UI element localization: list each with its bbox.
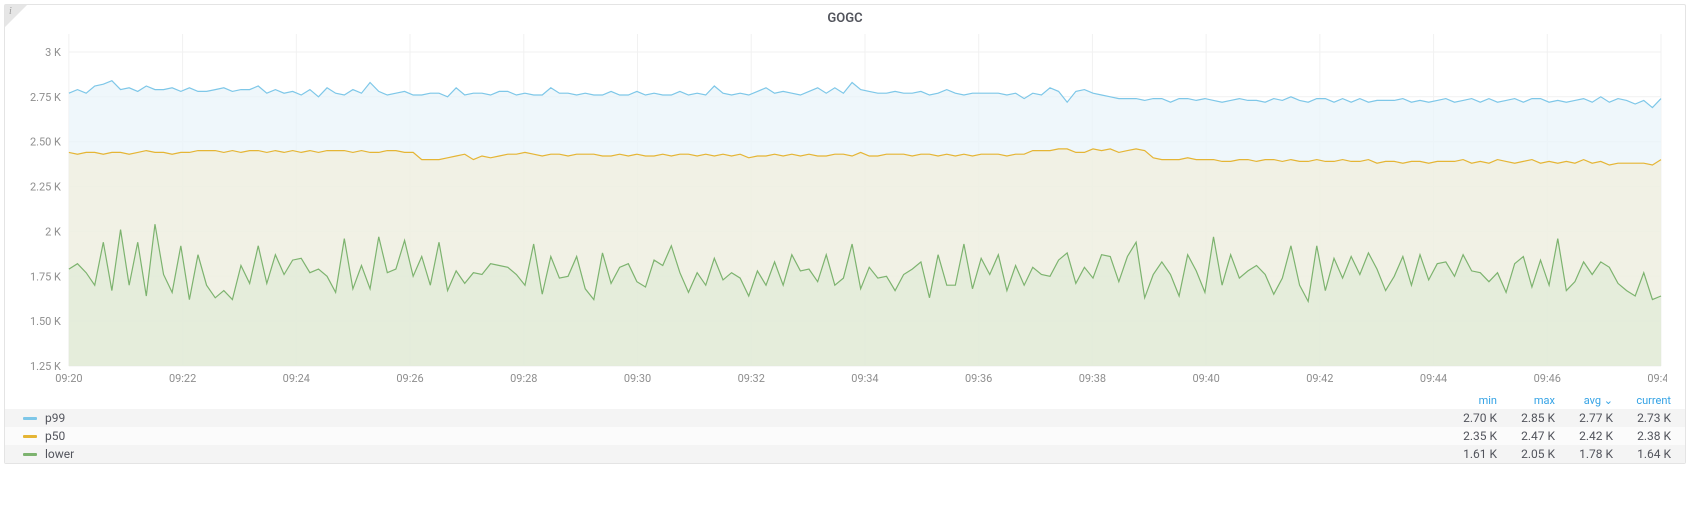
svg-text:2.25 K: 2.25 K: [30, 181, 61, 194]
svg-text:09:22: 09:22: [169, 372, 196, 385]
panel-title: GOGC: [5, 5, 1685, 28]
svg-text:09:24: 09:24: [283, 372, 310, 385]
svg-text:3 K: 3 K: [45, 46, 61, 59]
legend-col-avg[interactable]: avg ⌄: [1555, 394, 1613, 407]
svg-text:2.50 K: 2.50 K: [30, 136, 61, 149]
legend-max: 2.05 K: [1497, 447, 1555, 461]
svg-text:09:32: 09:32: [738, 372, 765, 385]
legend-col-min[interactable]: min: [1439, 394, 1497, 407]
svg-text:2.75 K: 2.75 K: [30, 91, 61, 104]
svg-text:09:46: 09:46: [1534, 372, 1561, 385]
legend-col-max[interactable]: max: [1497, 394, 1555, 407]
info-icon[interactable]: i: [9, 6, 12, 17]
svg-text:09:30: 09:30: [624, 372, 651, 385]
legend-swatch: [23, 417, 37, 420]
legend-table: min max avg ⌄ current p992.70 K2.85 K2.7…: [5, 392, 1685, 463]
legend-header: min max avg ⌄ current: [5, 392, 1685, 409]
legend-avg: 2.77 K: [1555, 411, 1613, 425]
legend-series-name: p99: [45, 411, 65, 425]
svg-text:1.50 K: 1.50 K: [30, 315, 61, 328]
svg-text:09:48: 09:48: [1647, 372, 1667, 385]
legend-max: 2.85 K: [1497, 411, 1555, 425]
legend-label[interactable]: p50: [23, 429, 1439, 443]
svg-text:2 K: 2 K: [45, 225, 61, 238]
svg-text:09:42: 09:42: [1306, 372, 1333, 385]
legend-swatch: [23, 435, 37, 438]
legend-current: 1.64 K: [1613, 447, 1671, 461]
legend-series-name: lower: [45, 447, 74, 461]
svg-text:09:26: 09:26: [396, 372, 423, 385]
svg-text:09:38: 09:38: [1079, 372, 1106, 385]
svg-text:09:36: 09:36: [965, 372, 992, 385]
legend-row[interactable]: p99 2.70 K2.85 K2.77 K2.73 K: [5, 409, 1685, 427]
legend-col-current[interactable]: current: [1613, 394, 1671, 407]
legend-max: 2.47 K: [1497, 429, 1555, 443]
legend-min: 2.35 K: [1439, 429, 1497, 443]
legend-row[interactable]: lower 1.61 K2.05 K1.78 K1.64 K: [5, 445, 1685, 463]
legend-avg: 1.78 K: [1555, 447, 1613, 461]
svg-text:1.75 K: 1.75 K: [30, 270, 61, 283]
legend-min: 1.61 K: [1439, 447, 1497, 461]
svg-text:09:34: 09:34: [851, 372, 878, 385]
legend-series-name: p50: [45, 429, 65, 443]
panel-gogc: i GOGC 1.25 K1.50 K1.75 K2 K2.25 K2.50 K…: [4, 4, 1686, 464]
legend-min: 2.70 K: [1439, 411, 1497, 425]
chart-area[interactable]: 1.25 K1.50 K1.75 K2 K2.25 K2.50 K2.75 K3…: [5, 28, 1685, 392]
legend-current: 2.73 K: [1613, 411, 1671, 425]
legend-label[interactable]: p99: [23, 411, 1439, 425]
timeseries-chart[interactable]: 1.25 K1.50 K1.75 K2 K2.25 K2.50 K2.75 K3…: [23, 28, 1667, 388]
svg-text:09:28: 09:28: [510, 372, 537, 385]
sort-caret-icon: ⌄: [1604, 394, 1613, 407]
legend-avg: 2.42 K: [1555, 429, 1613, 443]
legend-label[interactable]: lower: [23, 447, 1439, 461]
svg-text:09:20: 09:20: [55, 372, 82, 385]
svg-text:09:44: 09:44: [1420, 372, 1447, 385]
legend-swatch: [23, 453, 37, 456]
legend-current: 2.38 K: [1613, 429, 1671, 443]
svg-text:09:40: 09:40: [1192, 372, 1219, 385]
legend-row[interactable]: p50 2.35 K2.47 K2.42 K2.38 K: [5, 427, 1685, 445]
